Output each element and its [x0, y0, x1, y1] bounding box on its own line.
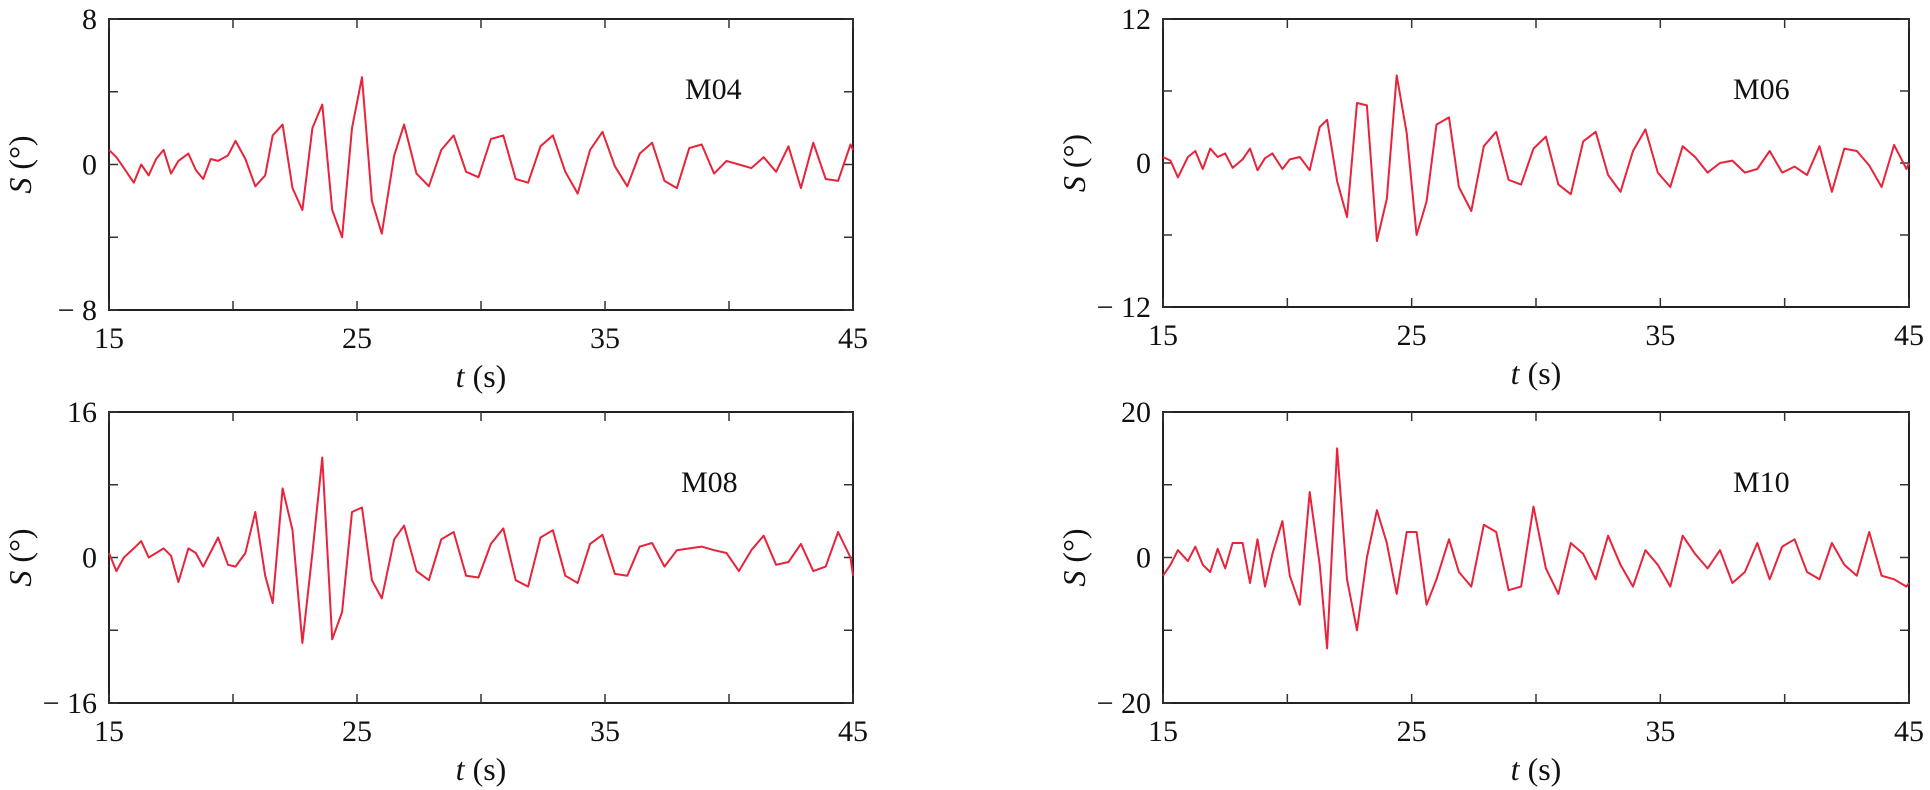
- x-tick-label: 15: [94, 322, 124, 355]
- panel-label: M08: [681, 466, 738, 499]
- x-axis-label: t (s): [456, 358, 507, 394]
- y-axis-label: S (°): [2, 528, 38, 586]
- panel-m10: 15 25 35 45 − 20 0 20 t (s) S (°) M10: [1056, 396, 1924, 787]
- y-axis-unit: (°): [1056, 134, 1092, 176]
- plot-frame: [1162, 18, 1910, 308]
- y-tick-label: 0: [82, 542, 97, 575]
- panel-label: M04: [685, 73, 742, 106]
- x-axis-unit: (s): [465, 751, 507, 787]
- y-axis-label: S (°): [2, 135, 38, 193]
- series-line: [108, 456, 854, 644]
- x-axis-variable: t: [1511, 751, 1521, 787]
- x-axis-unit: (s): [465, 358, 507, 394]
- y-axis-label: S (°): [1056, 134, 1092, 192]
- plot-frame: [108, 411, 854, 704]
- y-axis-unit: (°): [1056, 528, 1092, 570]
- y-axis-variable: S: [2, 178, 38, 194]
- y-axis-variable: S: [2, 571, 38, 587]
- series-line: [1162, 447, 1910, 650]
- y-axis-variable: S: [1056, 571, 1092, 587]
- x-axis-variable: t: [456, 751, 466, 787]
- x-axis-label: t (s): [1511, 751, 1562, 787]
- x-tick-label: 25: [1397, 319, 1427, 352]
- x-tick-label: 45: [1894, 715, 1924, 748]
- panel-label: M10: [1733, 466, 1790, 499]
- y-tick-label: − 20: [1097, 687, 1151, 720]
- y-tick-label: − 12: [1097, 291, 1151, 324]
- y-tick-label: 0: [82, 149, 97, 182]
- y-tick-label: 16: [67, 396, 97, 429]
- y-tick-label: − 16: [43, 687, 97, 720]
- x-tick-label: 25: [342, 715, 372, 748]
- y-tick-label: 0: [1136, 542, 1151, 575]
- y-tick-label: 0: [1136, 147, 1151, 180]
- x-tick-label: 45: [838, 322, 868, 355]
- x-tick-label: 35: [1645, 715, 1675, 748]
- x-axis-variable: t: [1511, 355, 1521, 391]
- x-tick-label: 15: [94, 715, 124, 748]
- x-tick-label: 35: [1645, 319, 1675, 352]
- x-axis-label: t (s): [456, 751, 507, 787]
- panel-m08: 15 25 35 45 − 16 0 16 t (s) S (°) M08: [2, 396, 868, 787]
- y-tick-label: 8: [82, 3, 97, 36]
- x-tick-label: 45: [838, 715, 868, 748]
- y-axis-label: S (°): [1056, 528, 1092, 586]
- y-axis-unit: (°): [2, 135, 38, 177]
- panel-m04: 15 25 35 45 − 8 0 8 t (s) S (°) M04: [2, 3, 868, 394]
- x-tick-label: 25: [1397, 715, 1427, 748]
- y-tick-label: 12: [1121, 3, 1151, 36]
- x-axis-label: t (s): [1511, 355, 1562, 391]
- plot-frame: [1162, 411, 1910, 704]
- y-tick-label: 20: [1121, 396, 1151, 429]
- x-axis-unit: (s): [1520, 751, 1562, 787]
- series-line: [1162, 74, 1910, 242]
- x-tick-label: 25: [342, 322, 372, 355]
- x-axis-variable: t: [456, 358, 466, 394]
- y-axis-unit: (°): [2, 528, 38, 570]
- x-tick-label: 15: [1148, 715, 1178, 748]
- x-tick-label: 45: [1894, 319, 1924, 352]
- y-axis-variable: S: [1056, 176, 1092, 192]
- y-tick-label: − 8: [58, 294, 97, 327]
- series-line: [108, 76, 854, 239]
- x-tick-label: 15: [1148, 319, 1178, 352]
- x-tick-label: 35: [590, 322, 620, 355]
- panel-m06: 15 25 35 45 − 12 0 12 t (s) S (°) M06: [1056, 3, 1924, 391]
- x-axis-unit: (s): [1520, 355, 1562, 391]
- panel-label: M06: [1733, 73, 1790, 106]
- x-tick-label: 35: [590, 715, 620, 748]
